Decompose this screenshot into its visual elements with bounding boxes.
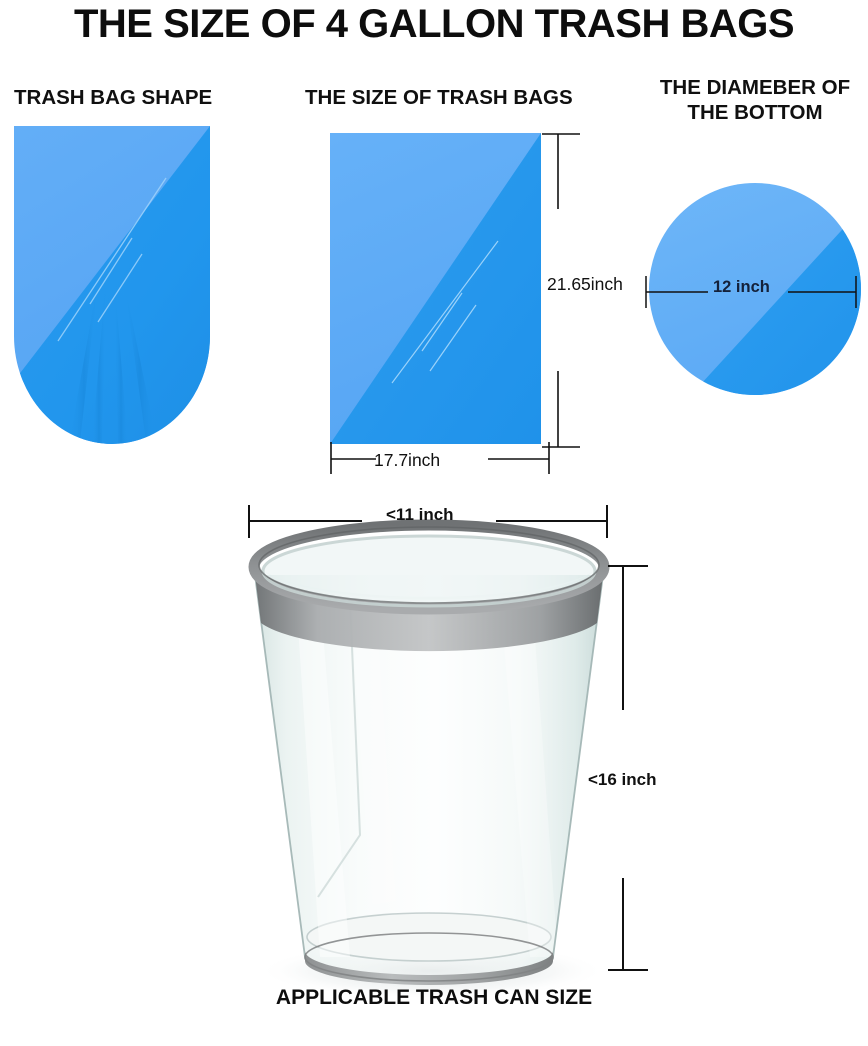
transparent-trash-can-icon: [248, 519, 610, 997]
dimension-label-can-height: <16 inch: [588, 770, 657, 789]
section-title-diameter-of-bottom: THE DIAMEBER OF THE BOTTOM: [659, 76, 851, 124]
bottom-caption: APPLICABLE TRASH CAN SIZE: [275, 986, 593, 1009]
section-title-size-of-trash-bags: THE SIZE OF TRASH BAGS: [305, 86, 573, 109]
dimension-label-bag-width: 17.7inch: [374, 450, 441, 470]
dimension-label-bottom-diameter: 12 inch: [713, 278, 770, 296]
dimension-label-can-width: <11 inch: [386, 505, 454, 524]
flat-trash-bag-rectangle-icon: [330, 133, 541, 444]
trash-bag-silhouette-icon: [14, 126, 210, 444]
dimension-label-bag-height: 21.65inch: [547, 274, 623, 294]
bag-bottom-circle-icon: [649, 183, 861, 395]
section-title-trash-bag-shape: TRASH BAG SHAPE: [14, 86, 213, 109]
page-title: THE SIZE OF 4 GALLON TRASH BAGS: [73, 2, 795, 46]
